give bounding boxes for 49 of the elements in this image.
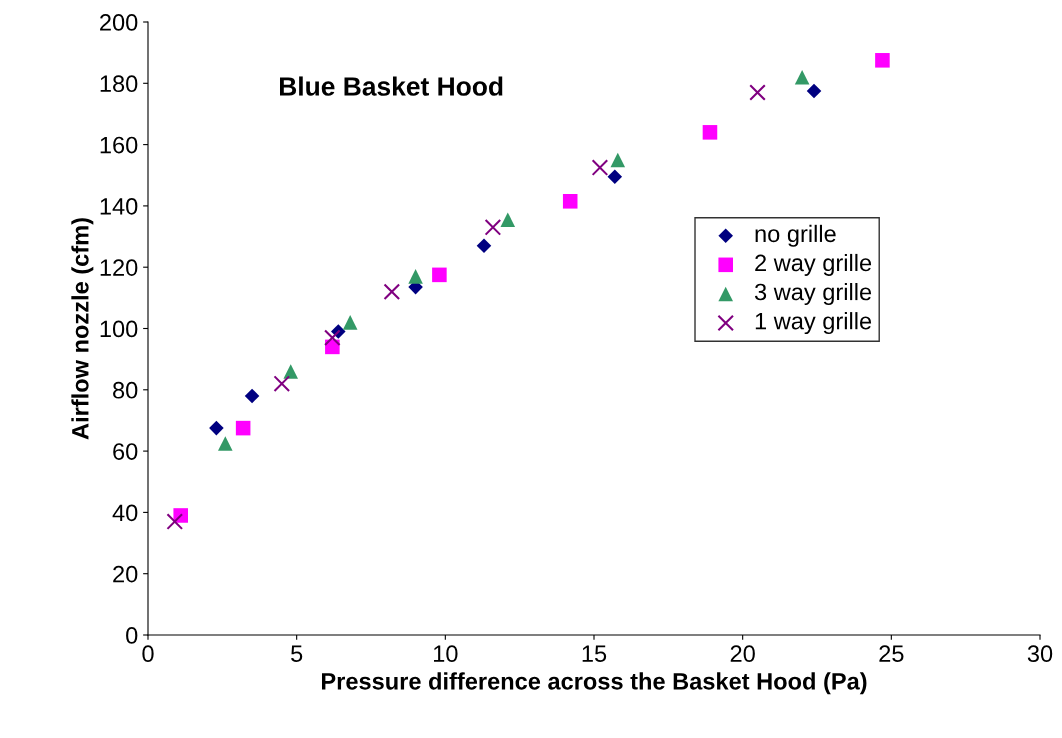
legend-label: no grille (755, 224, 836, 247)
point (562, 194, 578, 209)
y-tick-label: 120 (100, 259, 138, 276)
point (484, 219, 502, 236)
x-tick-label: 30 (1027, 645, 1053, 663)
point (324, 329, 341, 347)
point (166, 513, 184, 530)
point (749, 84, 766, 101)
point (806, 83, 822, 99)
point (702, 125, 718, 140)
point (342, 315, 358, 330)
y-tick-label: 100 (100, 320, 138, 338)
point (607, 169, 623, 185)
legend-label: 3 way grille (754, 283, 872, 306)
point (476, 238, 492, 254)
point (591, 159, 609, 176)
y-tick-label: 80 (113, 381, 138, 399)
legend-label: 1 way grille (755, 312, 872, 335)
x-tick-label: 15 (582, 645, 607, 663)
legend-label: 2 way grille (755, 253, 872, 276)
y-tick-label: 200 (100, 14, 138, 31)
y-tick-label: 40 (112, 504, 138, 522)
point (244, 388, 260, 404)
y-tick-label: 0 (126, 627, 138, 644)
x-tick-label: 25 (879, 645, 904, 663)
y-tick-label: 160 (100, 136, 138, 154)
point (235, 420, 251, 436)
y-tick-label: 180 (100, 75, 138, 93)
x-tick-label: 10 (434, 645, 458, 663)
point (408, 269, 423, 284)
point (432, 267, 447, 283)
point (283, 364, 298, 379)
x-tick-label: 0 (142, 645, 154, 663)
point (209, 420, 224, 436)
x-tick-label: 5 (291, 645, 303, 663)
text: Blue Basket Hood (280, 76, 503, 96)
y-tick-label: 140 (100, 197, 138, 215)
x-tick-label: 20 (730, 645, 755, 663)
y-axis-title: Airflow nozzle (cfm) (71, 218, 94, 440)
point (794, 69, 810, 85)
point (500, 212, 516, 227)
point (875, 53, 890, 68)
point (218, 436, 233, 451)
point (383, 283, 401, 301)
point (610, 152, 626, 168)
y-tick-label: 60 (113, 443, 138, 460)
y-tick-label: 20 (113, 565, 138, 583)
point (273, 375, 291, 392)
x-axis-title: Pressure difference across the Basket Hood (Pa) (322, 672, 867, 695)
